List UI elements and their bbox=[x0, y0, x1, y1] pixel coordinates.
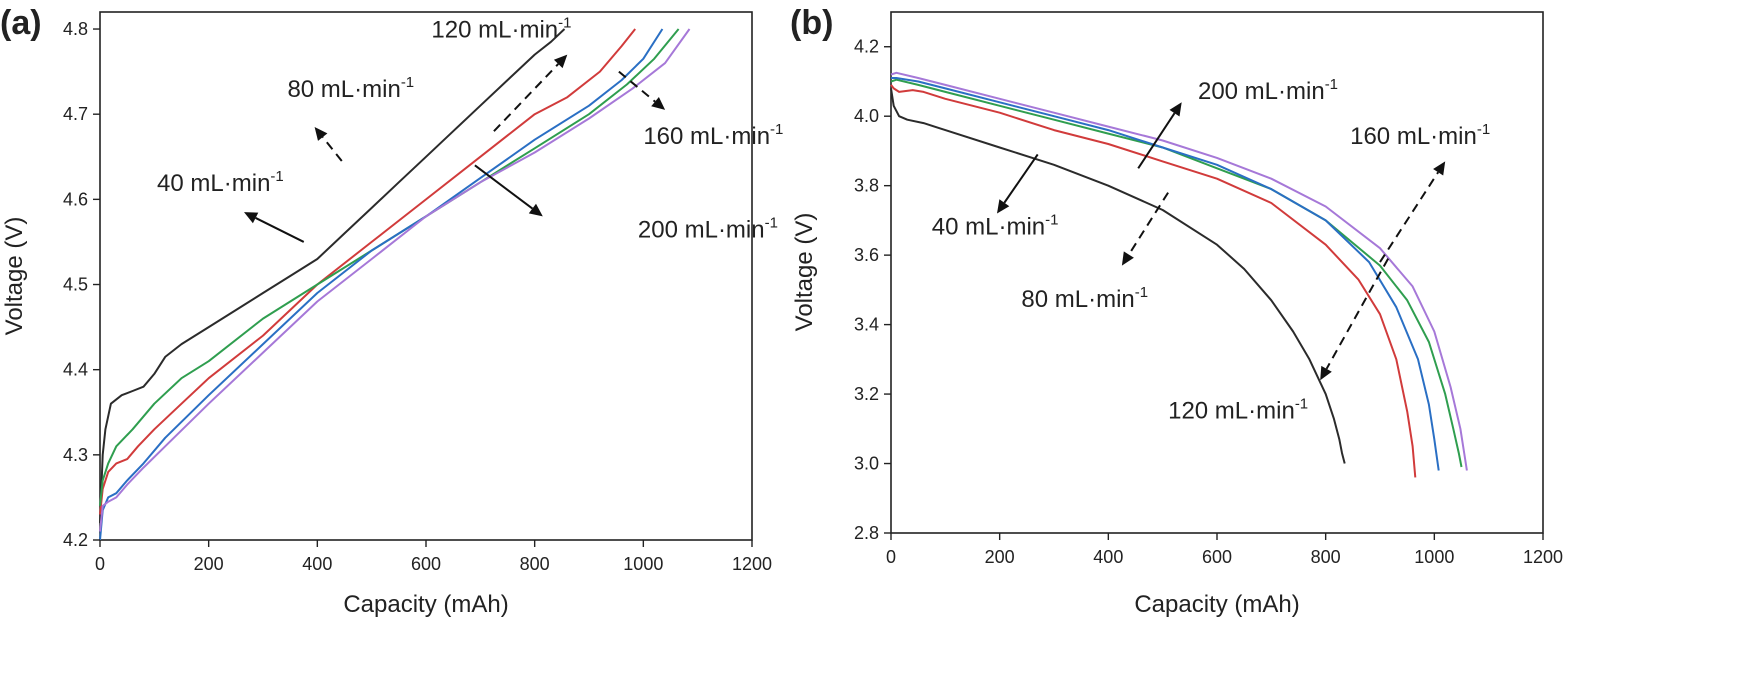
x-tick-label-a-800: 800 bbox=[520, 554, 550, 574]
y-axis-title-a: Voltage (V) bbox=[1, 217, 28, 336]
x-tick-label-b-800: 800 bbox=[1311, 547, 1341, 567]
y-tick-label-a-4.7: 4.7 bbox=[63, 104, 88, 124]
y-tick-label-b-3.6: 3.6 bbox=[854, 245, 879, 265]
series-layer-a bbox=[99, 28, 691, 541]
series-line-b-2 bbox=[890, 84, 1417, 478]
annotation-arrow-line-b-3 bbox=[1325, 258, 1390, 370]
annotation-label-a-1: 40 mL·min-1 bbox=[157, 168, 284, 197]
annotation-arrow-line-a-3 bbox=[493, 63, 560, 132]
annotation-label-a-2: 80 mL·min-1 bbox=[287, 74, 414, 103]
series-line-b-5 bbox=[890, 71, 1468, 471]
y-tick-label-b-3.8: 3.8 bbox=[854, 176, 879, 196]
annotation-arrowhead-a-3 bbox=[553, 54, 568, 69]
x-tick-label-a-1000: 1000 bbox=[623, 554, 663, 574]
x-tick-label-a-200: 200 bbox=[194, 554, 224, 574]
annotation-label-b-3: 120 mL·min-1 bbox=[1168, 395, 1308, 424]
annotation-arrowhead-a-1 bbox=[244, 212, 259, 224]
annotation-label-b-4: 160 mL·min-1 bbox=[1350, 121, 1490, 150]
annotation-label-b-1: 40 mL·min-1 bbox=[932, 211, 1059, 240]
annotation-arrowhead-b-4 bbox=[1433, 161, 1446, 176]
panel-letter-a: (a) bbox=[0, 4, 42, 42]
y-tick-label-b-4.2: 4.2 bbox=[854, 37, 879, 57]
plot-frame-a bbox=[99, 11, 753, 541]
annotation-arrow-line-a-5 bbox=[474, 164, 534, 210]
x-tick-label-b-0: 0 bbox=[886, 547, 896, 567]
x-tick-label-b-1200: 1200 bbox=[1523, 547, 1563, 567]
annotation-arrow-line-a-2 bbox=[321, 136, 343, 162]
series-line-b-4 bbox=[891, 77, 1440, 471]
x-tick-label-a-400: 400 bbox=[302, 554, 332, 574]
annotation-layer-a: 40 mL·min-1 80 mL·min-1 120 mL·min-1 160 mL… bbox=[157, 15, 783, 244]
x-tick-label-a-600: 600 bbox=[411, 554, 441, 574]
y-tick-label-a-4.2: 4.2 bbox=[63, 530, 88, 550]
y-tick-label-a-4.4: 4.4 bbox=[63, 360, 88, 380]
x-axis-title-a: Capacity (mAh) bbox=[343, 591, 508, 618]
annotation-arrow-line-a-4 bbox=[618, 70, 656, 103]
series-line-a-1 bbox=[99, 28, 566, 524]
annotation-arrow-line-b-1 bbox=[1003, 153, 1039, 204]
annotation-label-b-2: 80 mL·min-1 bbox=[1021, 284, 1148, 313]
y-tick-label-a-4.8: 4.8 bbox=[63, 19, 88, 39]
panel-a: (a) 0 200 400 600 800 1000 1200 4.2 4.3 4.4 4.5 4.6… bbox=[0, 4, 783, 618]
x-tick-label-b-1000: 1000 bbox=[1414, 547, 1454, 567]
panel-letter-b: (b) bbox=[790, 4, 833, 42]
y-tick-label-a-4.3: 4.3 bbox=[63, 445, 88, 465]
y-axis-title-b: Voltage (V) bbox=[791, 213, 818, 332]
annotation-label-a-4: 160 mL·min-1 bbox=[643, 121, 783, 150]
series-line-a-4 bbox=[99, 28, 664, 541]
y-tick-label-b-3.2: 3.2 bbox=[854, 384, 879, 404]
ticks-layer-a: 0 200 400 600 800 1000 1200 4.2 4.3 4.4 4.5 4.6 4.7 4… bbox=[63, 19, 772, 574]
annotation-arrowhead-b-1 bbox=[997, 199, 1010, 214]
series-line-a-5 bbox=[99, 28, 691, 532]
annotation-arrowhead-b-5 bbox=[1169, 102, 1182, 117]
annotation-arrowhead-a-4 bbox=[651, 97, 666, 110]
annotation-arrow-line-b-2 bbox=[1128, 192, 1169, 256]
x-tick-label-a-0: 0 bbox=[95, 554, 105, 574]
y-tick-label-b-3: 3.0 bbox=[854, 454, 879, 474]
annotation-arrowhead-a-5 bbox=[528, 203, 543, 217]
y-tick-label-a-4.5: 4.5 bbox=[63, 275, 88, 295]
x-axis-title-b: Capacity (mAh) bbox=[1134, 591, 1299, 618]
series-layer-b bbox=[890, 71, 1468, 478]
annotation-label-a-5: 200 mL·min-1 bbox=[638, 215, 778, 244]
series-line-a-2 bbox=[99, 28, 636, 515]
series-line-b-1 bbox=[890, 88, 1346, 464]
x-tick-label-b-400: 400 bbox=[1093, 547, 1123, 567]
annotation-arrowhead-a-2 bbox=[314, 127, 328, 141]
x-tick-label-b-200: 200 bbox=[985, 547, 1015, 567]
x-tick-label-a-1200: 1200 bbox=[732, 554, 772, 574]
annotation-arrowhead-b-3 bbox=[1320, 365, 1332, 381]
y-tick-label-b-2.8: 2.8 bbox=[854, 523, 879, 543]
annotation-label-a-3: 120 mL·min-1 bbox=[431, 15, 571, 44]
x-tick-label-b-600: 600 bbox=[1202, 547, 1232, 567]
series-line-a-3 bbox=[99, 28, 680, 507]
annotation-arrow-line-a-1 bbox=[255, 217, 305, 243]
y-tick-label-b-4: 4.0 bbox=[854, 106, 879, 126]
annotation-arrow-line-b-5 bbox=[1137, 112, 1176, 169]
series-line-b-3 bbox=[890, 78, 1463, 468]
y-tick-label-a-4.6: 4.6 bbox=[63, 189, 88, 209]
annotation-arrowhead-b-2 bbox=[1121, 251, 1134, 266]
annotation-layer-b: 40 mL·min-1 80 mL·min-1 120 mL·min-1 160 mL… bbox=[932, 76, 1490, 425]
ticks-layer-b: 0 200 400 600 800 1000 1200 2.8 3.0 3.2 3.4 3.6 3.8 4… bbox=[854, 37, 1563, 567]
panel-b: (b) 0 200 400 600 800 1000 1200 2.8 3.0 3.2 3.4 3.6… bbox=[790, 4, 1563, 618]
annotation-arrow-line-b-4 bbox=[1379, 171, 1439, 263]
annotation-label-b-5: 200 mL·min-1 bbox=[1198, 76, 1338, 105]
y-tick-label-b-3.4: 3.4 bbox=[854, 315, 879, 335]
